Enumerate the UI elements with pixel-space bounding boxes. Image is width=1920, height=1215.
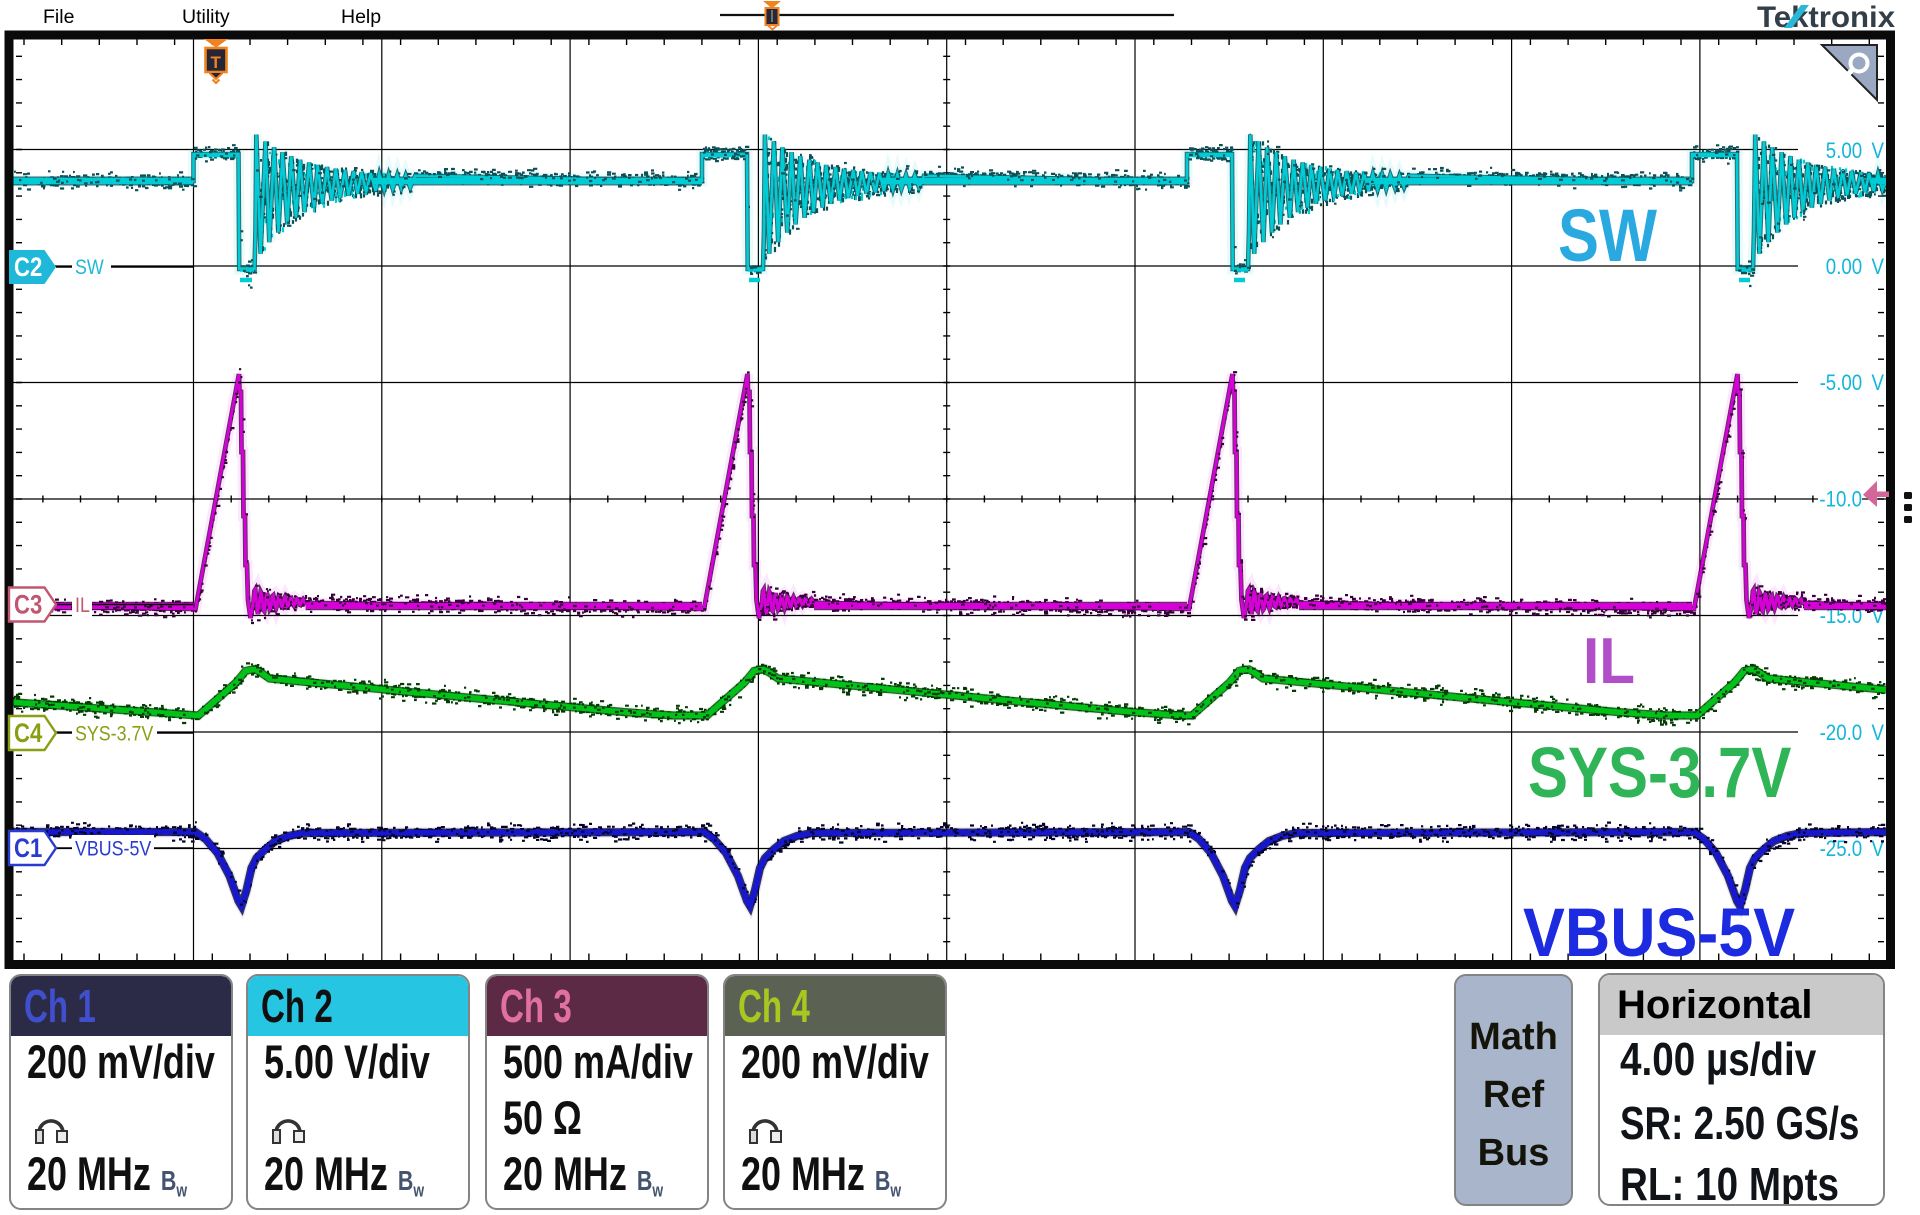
svg-text:C4: C4 [14,719,43,749]
svg-text:C1: C1 [14,834,43,864]
svg-text:0.00 V: 0.00 V [1826,256,1885,280]
svg-text:SYS-3.7V: SYS-3.7V [75,722,153,746]
svg-text:5.00 V: 5.00 V [1826,140,1885,164]
svg-text:SYS-3.7V: SYS-3.7V [1528,733,1792,812]
svg-text:C3: C3 [14,591,42,621]
svg-text:T: T [211,53,222,72]
svg-text:VBUS-5V: VBUS-5V [1523,893,1795,970]
svg-text:-25.0 V: -25.0 V [1820,838,1885,862]
svg-text:SW: SW [1558,195,1658,278]
svg-text:Tektronix: Tektronix [1757,1,1895,34]
svg-text:-10.0: -10.0 [1819,488,1862,512]
svg-text:C2: C2 [14,253,42,283]
svg-text:-5.00 V: -5.00 V [1820,372,1885,396]
svg-text:SW: SW [75,256,104,280]
svg-text:IL: IL [75,594,90,618]
svg-text:IL: IL [1583,625,1635,698]
svg-text:-20.0 V: -20.0 V [1820,722,1885,746]
svg-text:VBUS-5V: VBUS-5V [75,837,151,861]
